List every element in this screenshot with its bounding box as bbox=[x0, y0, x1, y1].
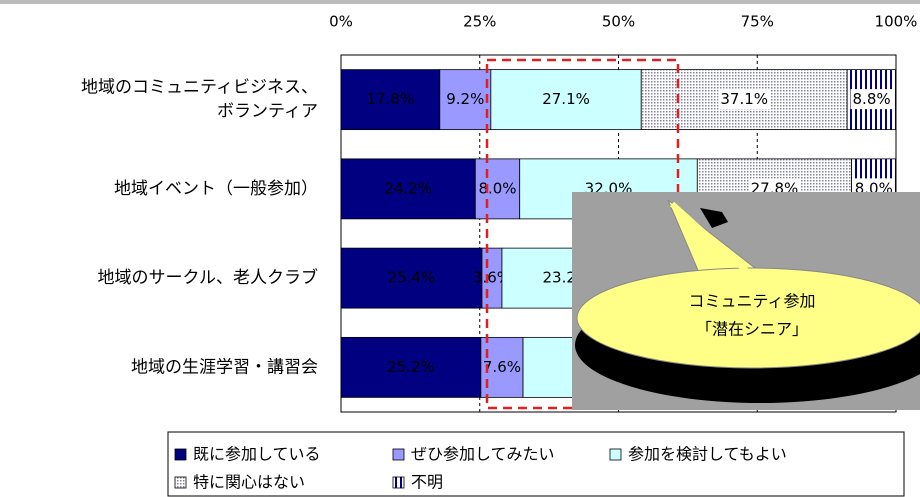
bar-segment bbox=[340, 69, 441, 131]
data-label: 7.6% bbox=[483, 358, 521, 376]
data-label-bg bbox=[850, 89, 893, 110]
bar-segment bbox=[474, 158, 521, 220]
x-tick-label: 75% bbox=[741, 13, 774, 31]
data-label: 24.2% bbox=[384, 179, 432, 197]
x-tick-label: 0% bbox=[329, 13, 353, 31]
legend-label: 不明 bbox=[411, 473, 443, 492]
top-edge bbox=[0, 0, 920, 4]
category-label: 地域の生涯学習・講習会 bbox=[131, 357, 318, 377]
callout-text: コミュニティ参加 bbox=[688, 292, 815, 311]
legend-box bbox=[167, 431, 905, 497]
data-label-bg bbox=[718, 89, 771, 110]
data-label: 8.0% bbox=[478, 179, 516, 197]
callout-bubble bbox=[576, 267, 920, 369]
callout-shadow-tail bbox=[700, 208, 728, 228]
legend-label: 参加を検討してもよい bbox=[628, 445, 787, 464]
legend-swatch bbox=[392, 448, 405, 461]
legend-swatch bbox=[609, 448, 622, 461]
bar-segment bbox=[340, 336, 482, 398]
data-label: 25.2% bbox=[387, 358, 435, 376]
data-label: 17.8% bbox=[367, 90, 415, 108]
x-tick-label: 50% bbox=[602, 13, 635, 31]
legend-swatch bbox=[174, 448, 187, 461]
legend-label: 既に参加している bbox=[193, 445, 321, 464]
category-label: 地域のコミュニティビジネス、ボランティア bbox=[81, 78, 318, 122]
legend-label: ぜひ参加してみたい bbox=[411, 445, 555, 464]
bar-segment bbox=[439, 69, 492, 131]
data-label: 25.4% bbox=[388, 269, 436, 287]
category-label: 地域のサークル、老人クラブ bbox=[98, 267, 319, 288]
legend-swatch bbox=[174, 476, 187, 489]
x-tick-label: 100% bbox=[875, 13, 918, 31]
legend-label: 特に関心はない bbox=[193, 473, 305, 492]
legend-swatch bbox=[392, 476, 405, 489]
data-label: 8.8% bbox=[853, 90, 891, 108]
data-label: 37.1% bbox=[720, 90, 768, 108]
data-label: 27.1% bbox=[542, 90, 590, 108]
category-label: 地域イベント（一般参加） bbox=[114, 179, 318, 199]
callout-text: 「潜在シニア」 bbox=[696, 320, 808, 339]
data-label: 3.6% bbox=[473, 269, 511, 287]
bar-segment bbox=[490, 69, 642, 131]
bar-segment bbox=[340, 158, 476, 220]
callout-tail-join bbox=[669, 201, 755, 279]
x-tick-label: 25% bbox=[463, 13, 496, 31]
callout: コミュニティ参加 「潜在シニア」 bbox=[572, 192, 920, 410]
data-label: 9.2% bbox=[446, 90, 484, 108]
bar-segment bbox=[340, 247, 483, 309]
